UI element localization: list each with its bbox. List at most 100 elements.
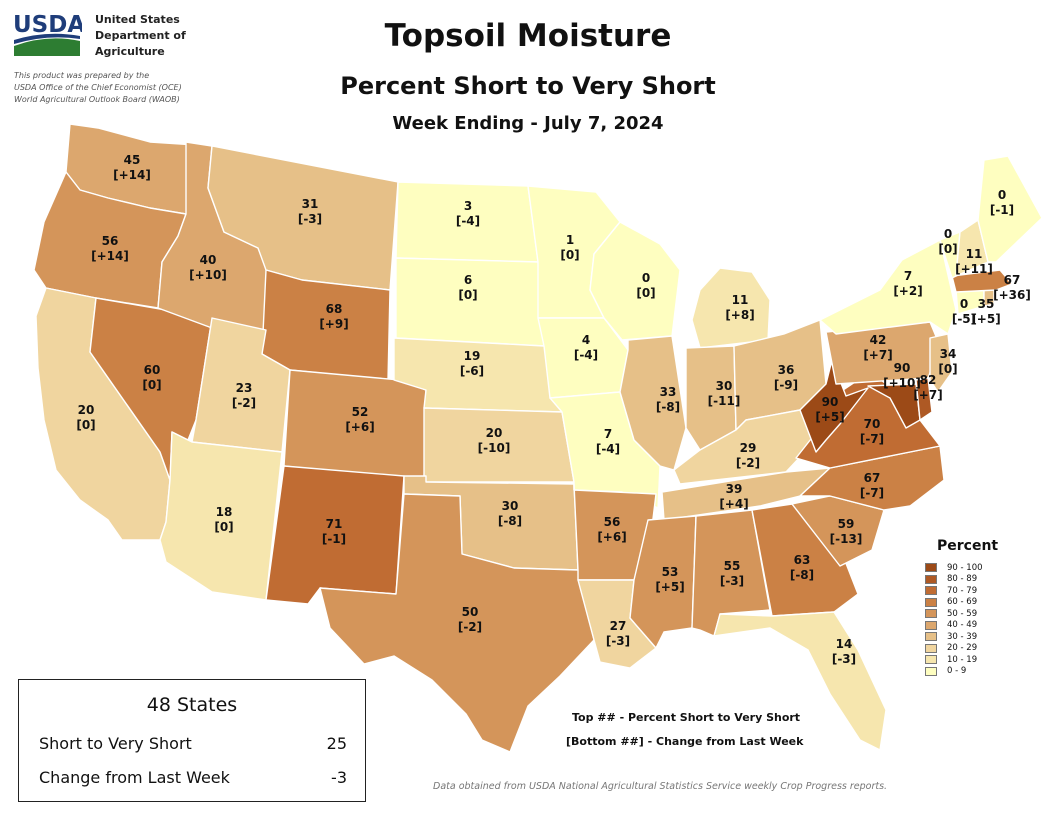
state-value: 14 <box>835 637 853 651</box>
legend-swatch <box>925 643 937 653</box>
state-value: 27 <box>609 619 627 633</box>
state-label-co: 52 [+6] <box>345 405 374 435</box>
credit-line: World Agricultural Outlook Board (WAOB) <box>14 95 180 104</box>
state-value: 42 <box>869 333 887 347</box>
state-label-tx: 50 [-2] <box>458 605 482 635</box>
state-label-vt: 0 [0] <box>938 227 957 257</box>
state-change: [-11] <box>707 394 741 408</box>
state-value: 40 <box>199 253 217 267</box>
state-label-ga: 63 [-8] <box>790 553 814 583</box>
state-change: [-13] <box>829 532 863 546</box>
state-value: 6 <box>463 273 473 287</box>
state-il <box>619 335 687 471</box>
state-label-nj: 34 [0] <box>938 347 957 377</box>
state-label-ms: 53 [+5] <box>655 565 684 595</box>
state-change: [+10] <box>189 268 227 282</box>
agency-line: United States <box>95 13 180 26</box>
state-value: 18 <box>215 505 233 519</box>
usda-logo-swoosh <box>14 33 80 44</box>
legend-item: 60 - 69 <box>925 597 998 609</box>
state-value: 59 <box>837 517 855 531</box>
key-top-note: Top ## - Percent Short to Very Short <box>572 711 801 724</box>
state-label-ia: 4 [-4] <box>574 333 598 363</box>
state-tx <box>319 493 595 753</box>
state-value: 39 <box>725 482 743 496</box>
state-value: 50 <box>461 605 479 619</box>
legend-item: 0 - 9 <box>925 666 998 678</box>
map-subtitle: Percent Short to Very Short <box>340 72 716 100</box>
state-change: [-8] <box>655 400 681 414</box>
state-change: [+6] <box>345 420 375 434</box>
legend-item: 80 - 89 <box>925 574 998 586</box>
state-value: 90 <box>893 361 911 375</box>
state-label-ri: 35 [+5] <box>971 297 1000 327</box>
state-change: [-6] <box>459 364 485 378</box>
state-md <box>867 383 921 429</box>
legend-item: 20 - 29 <box>925 643 998 655</box>
legend-label: 0 - 9 <box>947 666 967 677</box>
state-label-me: 0 [-1] <box>990 188 1014 218</box>
state-value: 33 <box>659 385 677 399</box>
state-label-nd: 3 [-4] <box>456 199 480 229</box>
state-ut <box>191 317 291 453</box>
summary-value: 25 <box>326 734 347 753</box>
summary-box: 48 States Short to Very Short 25 Change … <box>18 679 366 802</box>
legend-label: 20 - 29 <box>947 643 978 654</box>
legend-label: 10 - 19 <box>947 654 978 665</box>
state-change: [+4] <box>719 497 749 511</box>
state-sc <box>791 495 885 567</box>
state-label-va: 70 [-7] <box>860 417 884 447</box>
state-value: 63 <box>793 553 811 567</box>
state-value: 30 <box>501 499 519 513</box>
agency-line: Department of <box>95 29 186 42</box>
state-ma <box>951 269 1013 293</box>
legend-swatch <box>925 609 937 619</box>
state-label-la: 27 [-3] <box>606 619 630 649</box>
state-label-mn: 1 [0] <box>560 233 579 263</box>
state-value: 68 <box>325 302 343 316</box>
state-change: [-4] <box>595 442 621 456</box>
legend-swatch <box>925 620 937 630</box>
state-change: [-3] <box>297 212 323 226</box>
key-bottom-note: [Bottom ##] - Change from Last Week <box>566 735 804 748</box>
legend-swatch <box>925 666 937 676</box>
state-change: [+7] <box>913 388 943 402</box>
state-change: [-4] <box>455 214 481 228</box>
state-label-al: 55 [-3] <box>720 559 744 589</box>
legend-swatch <box>925 563 937 573</box>
state-label-ct: 0 [-5] <box>952 297 976 327</box>
summary-value: -3 <box>331 768 347 787</box>
state-label-ar: 56 [+6] <box>597 515 626 545</box>
state-mi <box>691 267 771 349</box>
state-nj <box>929 333 953 393</box>
state-value: 7 <box>903 269 913 283</box>
state-change: [-1] <box>321 532 347 546</box>
state-change: [-3] <box>831 652 857 666</box>
state-change: [-7] <box>859 486 885 500</box>
state-change: [0] <box>76 418 96 432</box>
state-value: 52 <box>351 405 369 419</box>
state-change: [+5] <box>655 580 685 594</box>
state-change: [0] <box>636 286 656 300</box>
state-label-ks: 20 [-10] <box>478 426 511 456</box>
state-value: 0 <box>997 188 1007 202</box>
state-label-mi: 11 [+8] <box>725 293 754 323</box>
state-change: [+2] <box>893 284 923 298</box>
legend-item: 90 - 100 <box>925 562 998 574</box>
state-label-oh: 36 [-9] <box>774 363 798 393</box>
state-label-sc: 59 [-13] <box>830 517 863 547</box>
summary-row-short: Short to Very Short 25 <box>39 734 347 753</box>
state-change: [-1] <box>989 203 1015 217</box>
legend-swatch <box>925 632 937 642</box>
credit-line: This product was prepared by the <box>14 71 150 80</box>
state-value: 23 <box>235 381 253 395</box>
state-change: [-3] <box>605 634 631 648</box>
state-value: 56 <box>101 234 119 248</box>
state-change: [0] <box>560 248 580 262</box>
state-az <box>159 431 283 601</box>
state-change: [-8] <box>789 568 815 582</box>
state-label-wy: 68 [+9] <box>319 302 348 332</box>
state-value: 82 <box>919 373 937 387</box>
state-change: [+8] <box>725 308 755 322</box>
